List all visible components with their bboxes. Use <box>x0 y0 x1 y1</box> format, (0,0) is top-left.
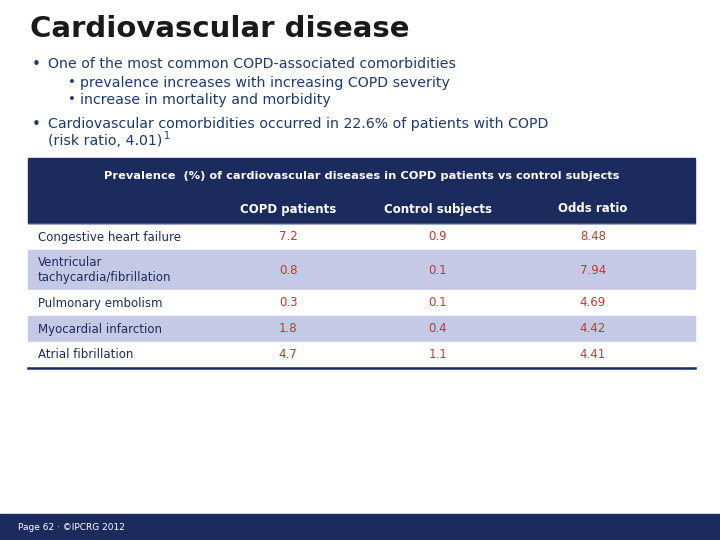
Text: Control subjects: Control subjects <box>384 202 492 215</box>
Text: 0.1: 0.1 <box>428 264 447 276</box>
Bar <box>28 158 695 194</box>
Text: •: • <box>68 93 76 106</box>
Text: •: • <box>68 76 76 89</box>
Text: 4.41: 4.41 <box>580 348 606 361</box>
Text: 7.2: 7.2 <box>279 231 297 244</box>
Text: 1.1: 1.1 <box>428 348 447 361</box>
Text: (risk ratio, 4.01): (risk ratio, 4.01) <box>48 134 162 148</box>
Text: 0.1: 0.1 <box>428 296 447 309</box>
Text: Cardiovascular comorbidities occurred in 22.6% of patients with COPD: Cardiovascular comorbidities occurred in… <box>48 117 549 131</box>
Text: •: • <box>32 117 41 132</box>
Bar <box>28 290 695 316</box>
Text: 1.8: 1.8 <box>279 322 297 335</box>
Text: 1: 1 <box>164 131 170 141</box>
Text: Congestive heart failure: Congestive heart failure <box>38 231 181 244</box>
Text: 0.9: 0.9 <box>428 231 447 244</box>
Bar <box>28 194 695 224</box>
Text: 4.69: 4.69 <box>580 296 606 309</box>
Text: 4.42: 4.42 <box>580 322 606 335</box>
Text: 7.94: 7.94 <box>580 264 606 276</box>
Text: •: • <box>32 57 41 72</box>
Text: Cardiovascular disease: Cardiovascular disease <box>30 15 410 43</box>
Text: 0.3: 0.3 <box>279 296 297 309</box>
Bar <box>28 250 695 290</box>
Text: COPD patients: COPD patients <box>240 202 336 215</box>
Text: Odds ratio: Odds ratio <box>558 202 628 215</box>
Text: Atrial fibrillation: Atrial fibrillation <box>38 348 133 361</box>
Bar <box>0 514 720 540</box>
Text: Prevalence  (%) of cardiovascular diseases in COPD patients vs control subjects: Prevalence (%) of cardiovascular disease… <box>104 171 619 181</box>
Text: One of the most common COPD-associated comorbidities: One of the most common COPD-associated c… <box>48 57 456 71</box>
Bar <box>28 342 695 368</box>
Text: 0.4: 0.4 <box>428 322 447 335</box>
Bar <box>28 316 695 342</box>
Text: 4.7: 4.7 <box>279 348 297 361</box>
Text: Ventricular
tachycardia/fibrillation: Ventricular tachycardia/fibrillation <box>38 255 171 285</box>
Bar <box>28 224 695 250</box>
Text: Myocardial infarction: Myocardial infarction <box>38 322 162 335</box>
Text: prevalence increases with increasing COPD severity: prevalence increases with increasing COP… <box>80 76 450 90</box>
Text: 0.8: 0.8 <box>279 264 297 276</box>
Text: 8.48: 8.48 <box>580 231 606 244</box>
Text: increase in mortality and morbidity: increase in mortality and morbidity <box>80 93 330 107</box>
Text: Page 62 · ©IPCRG 2012: Page 62 · ©IPCRG 2012 <box>18 523 125 531</box>
Text: Pulmonary embolism: Pulmonary embolism <box>38 296 163 309</box>
